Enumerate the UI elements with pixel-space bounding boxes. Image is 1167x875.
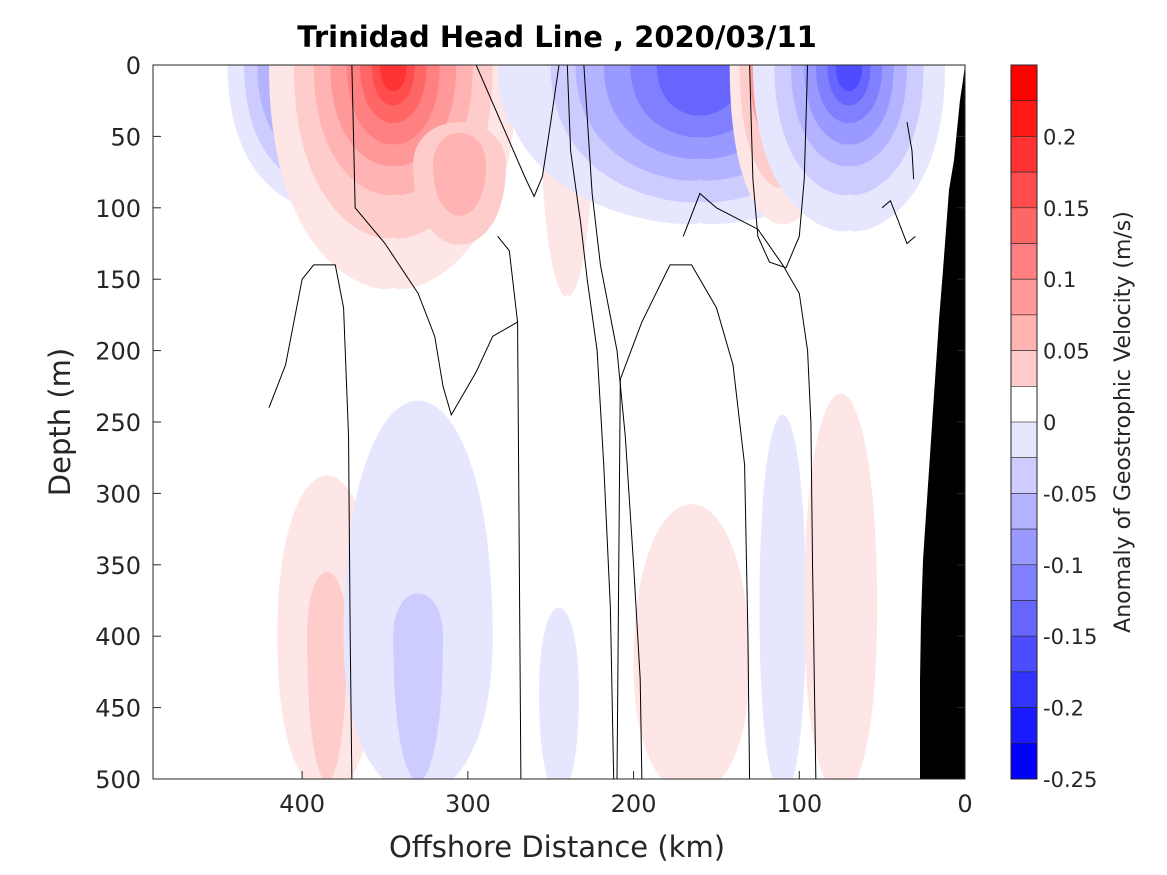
- zero-contour-line: [682, 192, 817, 779]
- zero-contour-line: [475, 65, 560, 198]
- zero-contours: [268, 65, 916, 779]
- colorbar-swatch: [1010, 136, 1038, 173]
- x-tick-label: 400: [279, 790, 325, 818]
- colorbar-swatch: [1010, 493, 1038, 530]
- zero-contour-line: [583, 65, 643, 779]
- y-tick-label: 200: [95, 338, 141, 366]
- colorbar-swatch: [1010, 742, 1038, 780]
- zero-contour-line: [268, 264, 353, 779]
- colorbar-swatch: [1010, 100, 1038, 137]
- colorbar-tick-label: 0.05: [1043, 340, 1090, 364]
- zero-contour-line: [566, 65, 615, 779]
- y-tick-label: 150: [95, 266, 141, 294]
- colorbar-swatch: [1010, 671, 1038, 708]
- colorbar-swatch: [1010, 171, 1038, 209]
- contour-fill-deep-positive-75km: [804, 393, 878, 779]
- contour-fill-deep-negative-330km: [343, 400, 493, 779]
- y-tick-label: 100: [95, 195, 141, 223]
- colorbar-swatch: [1010, 243, 1038, 280]
- plot-area: [152, 64, 966, 780]
- zero-contour-line: [497, 236, 519, 323]
- contour-fill-negative-core-160km: [656, 65, 743, 116]
- colorbar-tick-label: -0.2: [1043, 697, 1084, 721]
- colorbar-ticks: 0.2 0.15 0.1 0.05 0 -0.05 -0.1 -0.15 -0.2 -0.25: [1043, 125, 1097, 792]
- contour-fill-deep-negative-245km: [539, 607, 579, 779]
- y-tick-label: 500: [95, 766, 141, 794]
- colorbar-swatch: [1010, 314, 1038, 351]
- colorbar-swatch: [1010, 278, 1038, 316]
- contour-fill-negative-core-70km: [835, 65, 863, 92]
- x-tick-label: 300: [445, 790, 491, 818]
- x-axis-label: Offshore Distance (km): [389, 830, 725, 864]
- colorbar-tick-label: -0.1: [1043, 554, 1084, 578]
- y-axis: 0 50 100 150 200 250 300 350 400 450 500: [95, 52, 965, 794]
- colorbar-tick-label: 0: [1043, 411, 1056, 435]
- y-axis-label: Depth (m): [43, 348, 77, 496]
- colorbar-swatch: [1010, 64, 1038, 102]
- colorbar-swatches: [1010, 64, 1038, 780]
- y-tick-label: 300: [95, 480, 141, 508]
- colorbar-tick-label: -0.05: [1043, 482, 1097, 506]
- colorbar-swatch: [1010, 707, 1038, 744]
- y-tick-label: 450: [95, 695, 141, 723]
- colorbar-swatch: [1010, 600, 1038, 637]
- colorbar-swatch: [1010, 564, 1038, 601]
- zero-contour-line: [351, 65, 522, 779]
- y-tick-label: 350: [95, 552, 141, 580]
- zero-contour-line: [749, 65, 809, 269]
- x-axis: 400 300 200 100 0: [279, 771, 973, 818]
- contour-fill-positive-core-345km: [380, 65, 407, 92]
- colorbar-swatch: [1010, 207, 1038, 244]
- colorbar-swatch: [1010, 457, 1038, 494]
- colorbar-tick-label: 0.1: [1043, 268, 1076, 292]
- seafloor-bathymetry: [920, 65, 965, 779]
- colorbar-swatch: [1010, 421, 1038, 459]
- x-tick-label: 100: [776, 790, 822, 818]
- y-tick-label: 0: [126, 52, 141, 80]
- colorbar-tick-label: 0.15: [1043, 197, 1090, 221]
- y-tick-label: 250: [95, 409, 141, 437]
- contour-fill-deep-positive-165km: [633, 504, 750, 779]
- colorbar-swatch: [1010, 350, 1038, 387]
- contour-fill-deep-negative-110km: [759, 414, 806, 779]
- x-tick-label: 0: [957, 790, 972, 818]
- x-tick-label: 200: [611, 790, 657, 818]
- zero-contour-line: [616, 264, 751, 779]
- colorbar-tick-label: -0.15: [1043, 625, 1097, 649]
- colorbar-tick-label: 0.2: [1043, 125, 1076, 149]
- contour-fill-deep-positive-385km: [307, 572, 347, 779]
- colorbar: 0.2 0.15 0.1 0.05 0 -0.05 -0.1 -0.15 -0.2 -0.25: [1010, 64, 1097, 792]
- y-tick-label: 400: [95, 623, 141, 651]
- y-tick-label: 50: [110, 123, 141, 151]
- colorbar-frame: [1010, 64, 1038, 780]
- colorbar-swatch: [1010, 528, 1038, 566]
- contour-fill-negative-core-70km: [827, 65, 871, 106]
- contour-fill-positive-lobe-305km: [433, 132, 487, 216]
- colorbar-swatch: [1010, 635, 1038, 673]
- colorbar-tick-label: -0.25: [1043, 768, 1097, 792]
- zero-contour-line: [881, 199, 916, 245]
- chart-title: Trinidad Head Line , 2020/03/11: [297, 20, 817, 54]
- zero-contour-line: [906, 122, 915, 180]
- contour-fill-deep-negative-330km: [393, 593, 443, 779]
- contour-fills: [227, 65, 946, 779]
- colorbar-label: Anomaly of Geostrophic Velocity (m/s): [1111, 211, 1136, 633]
